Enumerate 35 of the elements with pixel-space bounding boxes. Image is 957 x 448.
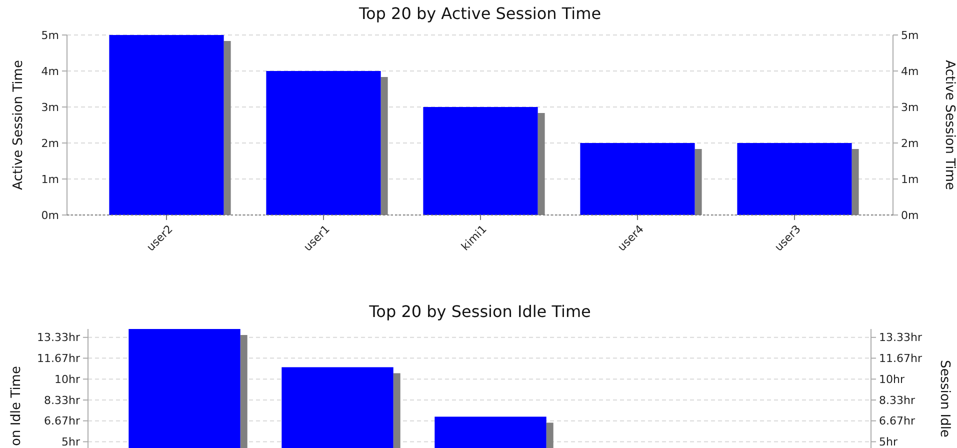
y-tick-label: 13.33hr (37, 331, 80, 344)
chart-title: Top 20 by Active Session Time (358, 4, 602, 23)
y-tick-label: 11.67hr (37, 352, 80, 366)
y2-tick-label: 0m (901, 208, 919, 222)
y2-tick-label: 1m (901, 172, 919, 186)
y2-tick-label: 4m (901, 64, 919, 78)
y-tick-label: 6.67hr (44, 414, 80, 428)
y2-tick-label: 2m (901, 136, 919, 150)
bar (737, 143, 852, 215)
y-tick-label: 2m (41, 136, 59, 150)
y-tick-label: 5hr (62, 436, 80, 448)
y-tick-label: 10hr (54, 372, 80, 386)
y-tick-label: 3m (41, 100, 59, 114)
y-axis-title: on Idle Time (9, 366, 24, 446)
bar (266, 71, 381, 215)
y-axis-title: Active Session Time (11, 60, 26, 190)
y2-tick-label: 8.33hr (879, 394, 916, 407)
chart-title: Top 20 by Session Idle Time (368, 302, 591, 321)
y2-axis-title: Active Session Time (942, 60, 957, 190)
y2-tick-label: 3m (901, 100, 919, 114)
bar (423, 107, 538, 215)
bar (580, 143, 695, 215)
y-tick-label: 1m (41, 172, 59, 186)
y2-tick-label: 11.67hr (879, 352, 922, 366)
y-tick-label: 5m (41, 28, 59, 42)
bar (109, 35, 224, 215)
y2-tick-label: 6.67hr (879, 414, 916, 428)
y2-tick-label: 5m (901, 28, 919, 42)
y2-tick-label: 10hr (879, 372, 905, 386)
y2-tick-label: 5hr (879, 436, 898, 448)
y-tick-label: 8.33hr (44, 394, 80, 407)
y2-axis-title: Session Idle (937, 360, 952, 438)
y2-tick-label: 13.33hr (879, 331, 922, 344)
y-tick-label: 4m (41, 64, 59, 78)
y-tick-label: 0m (41, 208, 59, 222)
